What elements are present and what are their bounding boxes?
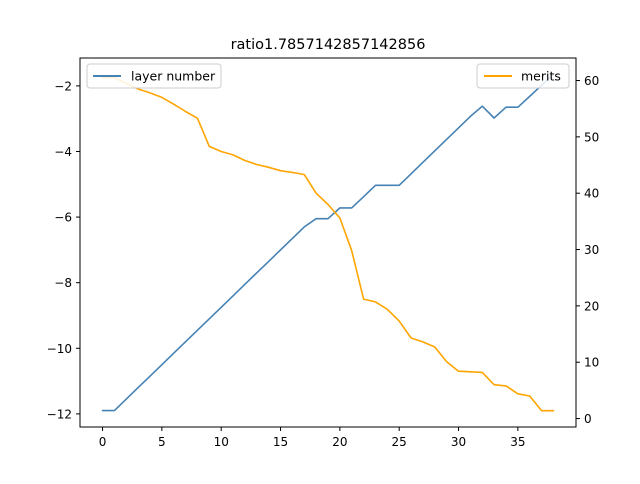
- legend-box: [476, 63, 570, 89]
- x-tick-label: 35: [510, 435, 525, 449]
- y-right-tick-label: 0: [584, 412, 592, 426]
- legend-merits: merits: [476, 63, 570, 89]
- y-left-tick-label: −6: [54, 211, 72, 225]
- y-right-tick-label: 10: [584, 356, 599, 370]
- x-tick-label: 15: [273, 435, 288, 449]
- x-tick-label: 20: [332, 435, 347, 449]
- series-lines: [101, 73, 555, 412]
- legend-label-merits: merits: [521, 69, 561, 84]
- series-line-layer-number: [101, 73, 555, 412]
- legend-box: [86, 63, 222, 89]
- y-left-tick-label: −4: [54, 145, 72, 159]
- x-tick-label: 10: [214, 435, 229, 449]
- plot-frame: [79, 57, 577, 428]
- y-right-tick-label: 50: [584, 130, 599, 144]
- y-left-tick-label: −2: [54, 79, 72, 93]
- y-right-tick-label: 20: [584, 299, 599, 313]
- x-axis: 0 5 10 15 20 25 30 35: [99, 427, 525, 449]
- x-tick-label: 25: [392, 435, 407, 449]
- x-tick-label: 0: [99, 435, 107, 449]
- y-left-tick-label: −12: [47, 407, 72, 421]
- y-axis-left: −12 −10 −8 −6 −4 −2: [47, 79, 80, 421]
- y-left-tick-label: −8: [54, 276, 72, 290]
- y-left-tick-label: −10: [47, 342, 72, 356]
- y-right-tick-label: 30: [584, 243, 599, 257]
- series-line-merits: [101, 76, 555, 412]
- y-axis-right: 0 10 20 30 40 50 60: [576, 74, 599, 426]
- chart-title: ratio1.7857142857142856: [231, 37, 426, 53]
- legend-label-layer-number: layer number: [131, 69, 216, 84]
- y-right-tick-label: 40: [584, 187, 599, 201]
- x-tick-label: 5: [158, 435, 166, 449]
- x-tick-label: 30: [451, 435, 466, 449]
- legend-layer-number: layer number: [86, 63, 222, 89]
- y-right-tick-label: 60: [584, 74, 599, 88]
